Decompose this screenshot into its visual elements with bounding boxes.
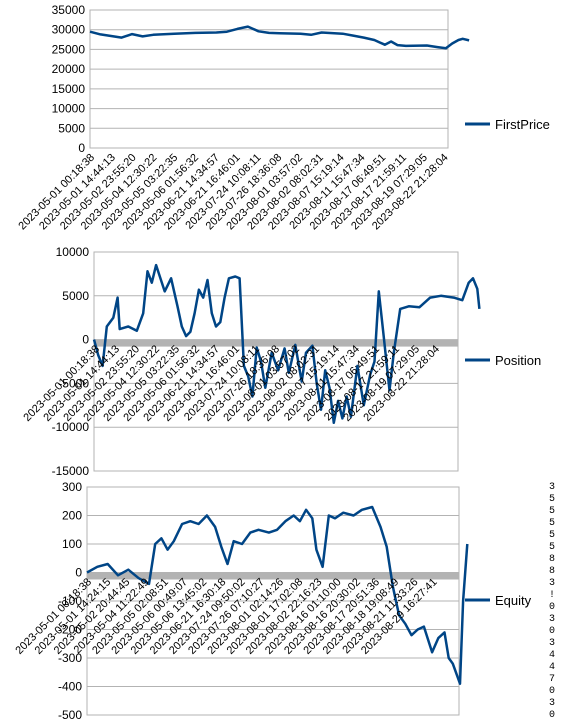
y-tick-label: 0: [78, 141, 85, 155]
y-tick-label: 15000: [52, 82, 86, 96]
zero-axis-band: [87, 572, 459, 580]
edge-mark: 0: [549, 686, 556, 697]
series-line: [89, 25, 470, 50]
y-tick-label: 0: [75, 566, 82, 580]
edge-mark: 0: [549, 710, 556, 721]
chart-svg: 050001000015000200002500030000350002023-…: [16, 3, 550, 232]
edge-mark: 4: [549, 662, 556, 673]
y-tick-label: 30000: [52, 23, 86, 37]
y-tick-label: 10000: [56, 245, 90, 259]
edge-mark: 5: [549, 542, 556, 553]
zero-axis-band: [94, 339, 458, 347]
y-tick-label: 0: [82, 333, 89, 347]
y-tick-label: -500: [58, 708, 82, 722]
edge-mark: 3: [549, 698, 556, 709]
y-tick-label: 10000: [52, 102, 86, 116]
edge-mark: 0: [549, 602, 556, 613]
edge-mark: !: [549, 590, 556, 601]
y-tick-label: 5000: [62, 289, 89, 303]
edge-mark: 3: [549, 614, 556, 625]
edge-mark: 8: [549, 554, 556, 565]
firstprice-chart: 0 5000 10000 15000 20000 25000 30000 35000 2023-…: [0, 0, 561, 240]
y-tick-label: -100: [58, 594, 82, 608]
edge-mark: 8: [549, 566, 556, 577]
edge-mark: 3: [549, 638, 556, 649]
y-tick-label: 25000: [52, 42, 86, 56]
legend-label: Equity: [495, 593, 532, 608]
edge-mark: 5: [549, 518, 556, 529]
edge-mark: 5: [549, 494, 556, 505]
plot-area: [89, 9, 449, 149]
edge-mark: 0: [549, 626, 556, 637]
y-tick-label: -15000: [52, 464, 90, 478]
y-tick-label: 5000: [58, 121, 85, 135]
position-chart: -15000 -10000 -5000 0 5000 10000 2023-05-01 00…: [0, 240, 561, 482]
equity-chart: -500 -400 -300 -200 -100 0 100 200 300 2023-05-01…: [0, 482, 561, 722]
y-tick-label: 300: [62, 482, 82, 494]
edge-mark: 3: [549, 482, 556, 493]
chart-svg: -500-400-300-200-10001002003002023-05-01…: [13, 482, 532, 722]
y-tick-label: 100: [62, 537, 82, 551]
y-tick-label: -300: [58, 651, 82, 665]
y-tick-label: 35000: [52, 3, 86, 17]
y-tick-label: -400: [58, 680, 82, 694]
edge-mark: 7: [549, 674, 556, 685]
edge-mark: 4: [549, 650, 556, 661]
edge-mark: 3: [549, 578, 556, 589]
edge-mark: 5: [549, 530, 556, 541]
y-tick-label: 200: [62, 509, 82, 523]
y-tick-label: 20000: [52, 62, 86, 76]
edge-mark: 5: [549, 506, 556, 517]
clipped-edge-text: 3 5 5 5 5 5 8 8 3! 0 3 0 3 4 4 7 0 3 0: [549, 482, 561, 722]
legend-label: Position: [495, 353, 541, 368]
series-line: [86, 505, 469, 685]
series-line: [92, 263, 481, 425]
y-tick-label: -10000: [52, 420, 90, 434]
y-tick-label: -5000: [58, 376, 89, 390]
legend-label: FirstPrice: [495, 117, 550, 132]
y-tick-label: -200: [58, 623, 82, 637]
